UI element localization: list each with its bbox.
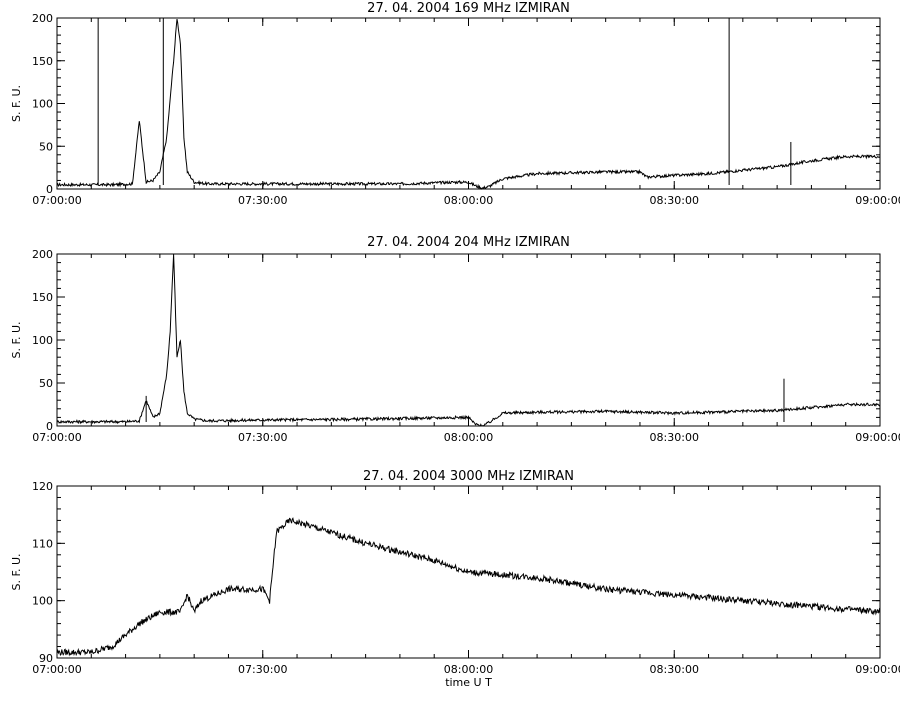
x-axis-label: time U T (445, 676, 492, 689)
x-tick-label: 08:00:00 (444, 194, 493, 207)
y-tick-label: 110 (32, 537, 53, 550)
x-tick-label: 07:00:00 (32, 663, 81, 676)
x-tick-label: 08:30:00 (650, 431, 699, 444)
x-tick-label: 07:00:00 (32, 194, 81, 207)
x-tick-label: 09:00:00 (855, 194, 900, 207)
chart-title: 27. 04. 2004 204 MHz IZMIRAN (367, 235, 570, 250)
y-tick-label: 150 (32, 55, 53, 68)
y-tick-label: 200 (32, 248, 53, 261)
chart-panel: 27. 04. 2004 169 MHz IZMIRAN S. F. U. 0 50 1… (10, 1, 900, 207)
x-tick-label: 07:30:00 (238, 431, 287, 444)
series-line (56, 254, 881, 427)
series-line (56, 517, 881, 657)
y-tick-label: 50 (39, 377, 53, 390)
x-tick-label: 07:30:00 (238, 663, 287, 676)
chart-panel: 27. 04. 2004 204 MHz IZMIRAN S. F. U. 0 50 1… (10, 235, 900, 444)
x-tick-label: 07:00:00 (32, 431, 81, 444)
y-tick-label: 0 (46, 183, 53, 196)
y-axis-label: S. F. U. (10, 321, 23, 358)
y-axis-label: S. F. U. (10, 85, 23, 122)
chart-panel: 27. 04. 2004 3000 MHz IZMIRAN S. F. U. 90 1… (10, 469, 900, 689)
y-axis-label: S. F. U. (10, 553, 23, 590)
chart-title: 27. 04. 2004 169 MHz IZMIRAN (367, 1, 570, 16)
y-tick-label: 0 (46, 420, 53, 433)
x-tick-label: 08:30:00 (650, 663, 699, 676)
y-tick-label: 50 (39, 140, 53, 153)
y-tick-label: 200 (32, 12, 53, 25)
x-tick-label: 08:30:00 (650, 194, 699, 207)
y-tick-label: 100 (32, 595, 53, 608)
x-tick-label: 09:00:00 (855, 431, 900, 444)
y-tick-label: 150 (32, 291, 53, 304)
x-tick-label: 09:00:00 (855, 663, 900, 676)
y-tick-label: 100 (32, 334, 53, 347)
x-tick-label: 08:00:00 (444, 431, 493, 444)
y-tick-label: 100 (32, 98, 53, 111)
chart-title: 27. 04. 2004 3000 MHz IZMIRAN (363, 469, 574, 484)
x-tick-label: 07:30:00 (238, 194, 287, 207)
y-tick-label: 120 (32, 480, 53, 493)
y-tick-label: 90 (39, 652, 53, 665)
x-tick-label: 08:00:00 (444, 663, 493, 676)
series-line (56, 19, 881, 190)
